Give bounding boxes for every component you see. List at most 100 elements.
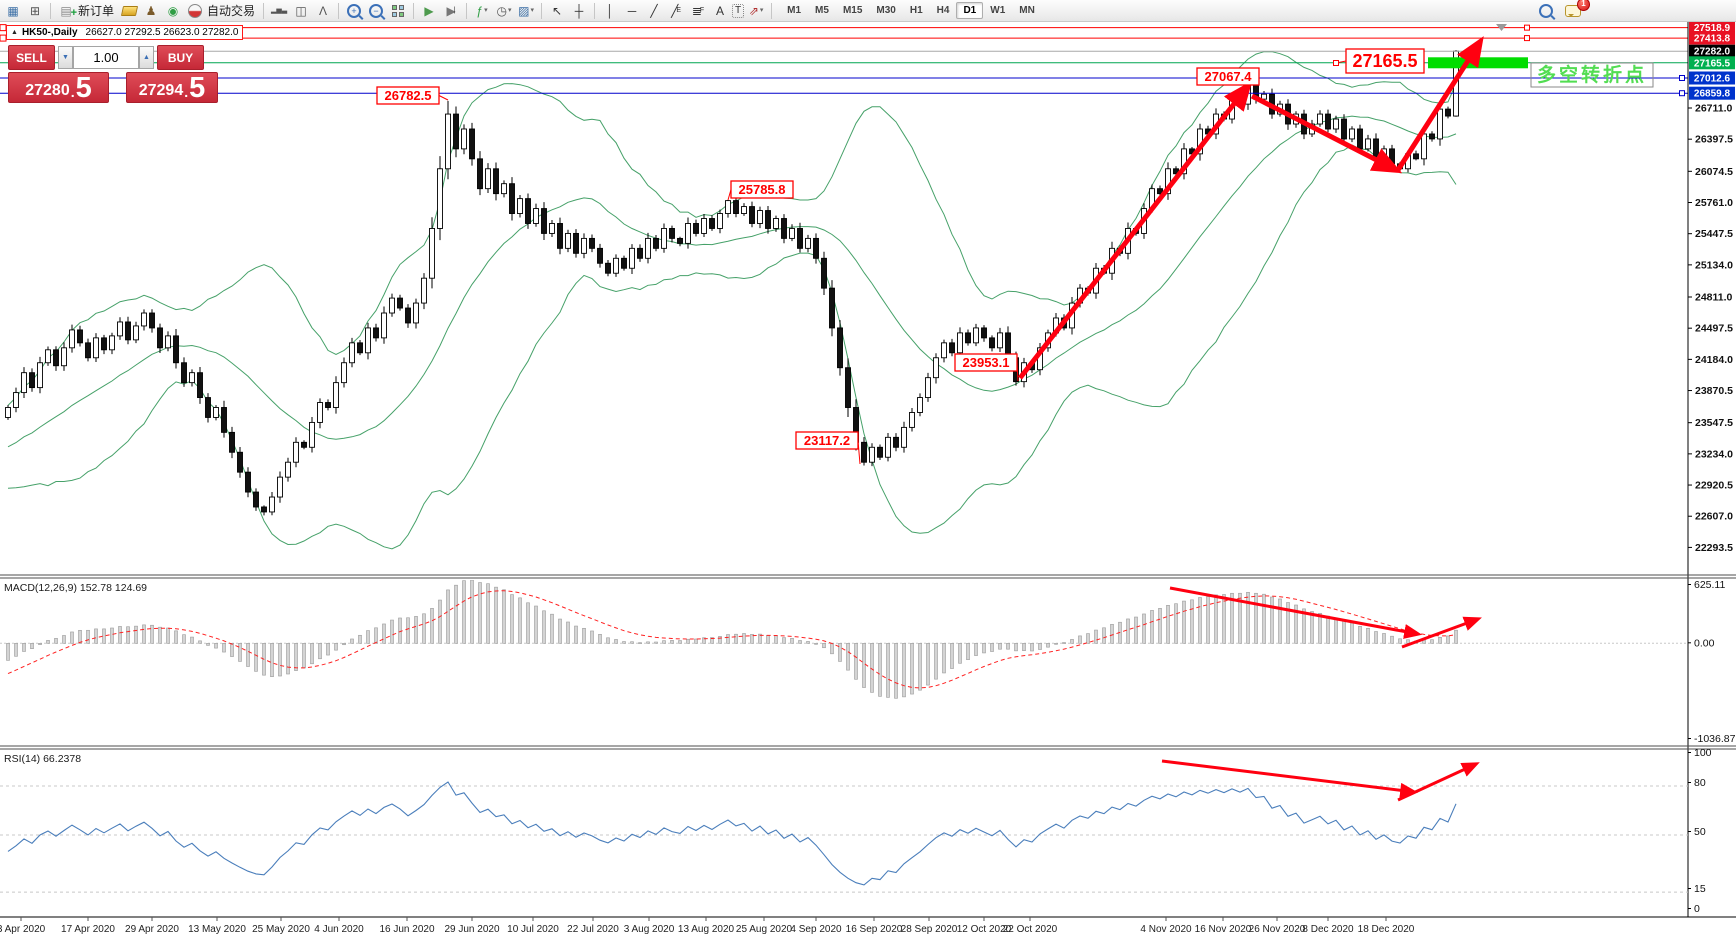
bollinger-bands — [7, 51, 1457, 550]
candlestick-chart-icon[interactable]: ◫ — [295, 3, 307, 18]
notification-badge: 1 — [1577, 0, 1590, 11]
collapse-panel-icon[interactable]: ▲ — [11, 29, 18, 36]
bar-chart-icon[interactable]: ▂▅▃ — [270, 6, 288, 14]
timeframe-button-mn[interactable]: MN — [1019, 5, 1035, 16]
price-annotation[interactable] — [954, 353, 1018, 372]
chevron-down-icon[interactable]: ▾ — [508, 6, 512, 14]
chart-shift-marker — [1496, 24, 1507, 31]
autotrade-ball-glyph — [188, 3, 203, 18]
svg-text:23117.2: 23117.2 — [804, 433, 850, 448]
trendline-icon[interactable]: ╱ — [650, 3, 658, 18]
auto-scroll-icon[interactable]: ▶ — [424, 3, 434, 18]
svg-text:28 Sep 2020: 28 Sep 2020 — [901, 924, 958, 935]
line-chart-icon[interactable]: Λ — [319, 3, 328, 18]
data-window-icon[interactable]: ⊞ — [29, 3, 41, 18]
timeframe-button-m1[interactable]: M1 — [787, 5, 802, 16]
fibonacci-icon[interactable]: ≣ F — [691, 3, 705, 18]
timeframe-button-d1[interactable]: D1 — [956, 2, 984, 19]
chevron-down-icon[interactable]: ▾ — [530, 6, 534, 14]
price-axis[interactable]: 26711.0 26397.5 26074.5 25761.0 25447.5 25134… — [1687, 22, 1733, 917]
rsi-trend-arrows[interactable] — [1161, 759, 1480, 802]
timeframe-button-m15[interactable]: M15 — [842, 5, 863, 16]
svg-text:MACD(12,26,9) 152.78 124.69: MACD(12,26,9) 152.78 124.69 — [4, 582, 147, 594]
price-annotation[interactable] — [1345, 48, 1425, 74]
new-order-button-label[interactable]: 新订单 — [78, 4, 115, 18]
trend-arrows[interactable] — [1018, 36, 1484, 380]
svg-text:23953.1: 23953.1 — [963, 355, 1010, 370]
svg-text:27282.0: 27282.0 — [1694, 47, 1731, 58]
horizontal-line-icon[interactable]: ─ — [627, 3, 637, 18]
turning-point-highlight[interactable] — [1428, 57, 1528, 69]
volume-decrease-button[interactable]: ▼ — [58, 46, 73, 69]
svg-text:16 Nov 2020: 16 Nov 2020 — [1195, 924, 1252, 935]
tile-windows-icon[interactable] — [388, 2, 408, 20]
ohlc-values: 26627.0 27292.5 26623.0 27282.0 — [85, 27, 239, 38]
zoom-in-icon[interactable]: + — [344, 2, 364, 20]
new-order-button[interactable]: ▤ — [56, 2, 77, 22]
macd-label: MACD(12,26,9) 152.78 124.69 — [4, 582, 147, 594]
chart-shift-icon[interactable]: ▶ | — [446, 3, 456, 18]
svg-text:25 May 2020: 25 May 2020 — [252, 924, 310, 935]
timeframe-button-m5[interactable]: M5 — [815, 5, 829, 16]
chart-title-bar[interactable]: ▲ HK50-,Daily 26627.0 27292.5 26623.0 27… — [6, 25, 244, 40]
text-icon[interactable]: A — [716, 3, 725, 18]
signals-icon[interactable]: ◉ — [167, 3, 179, 18]
sell-button[interactable]: SELL — [8, 45, 55, 70]
buy-price-big-digit: 5 — [189, 72, 206, 104]
volume-input[interactable]: 1.00 — [73, 46, 139, 69]
svg-text:4 Nov 2020: 4 Nov 2020 — [1140, 924, 1192, 935]
buy-price[interactable]: 27294 . 5 — [126, 72, 218, 103]
rsi-pane — [0, 781, 1688, 893]
channel-icon[interactable]: ╱ E — [671, 3, 681, 18]
market-watch-icon[interactable]: ▦ — [7, 3, 19, 18]
sell-price[interactable]: 27280 . 5 — [8, 72, 109, 103]
price-annotation[interactable] — [1196, 67, 1260, 86]
price-annotation[interactable] — [730, 180, 794, 199]
chevron-down-icon[interactable]: ▾ — [484, 6, 488, 14]
svg-text:25785.8: 25785.8 — [739, 182, 786, 197]
metaeditor-icon[interactable] — [119, 2, 139, 20]
macd-pane — [0, 580, 1688, 699]
svg-text:50: 50 — [1694, 826, 1706, 838]
vertical-line-icon[interactable]: │ — [606, 3, 614, 18]
crosshair-icon[interactable]: ┼ — [574, 3, 584, 18]
price-annotation[interactable] — [795, 431, 859, 450]
buy-button[interactable]: BUY — [157, 45, 204, 70]
zoom-out-icon[interactable]: − — [366, 2, 386, 20]
svg-text:22293.5: 22293.5 — [1695, 542, 1733, 554]
autotrading-icon-label[interactable]: 自动交易 — [207, 4, 256, 18]
cursor-icon[interactable]: ↖ — [552, 3, 563, 18]
price-annotations[interactable]: 26782.5 27067.4 25785.8 23953.1 23117.2 27165… — [376, 48, 1425, 465]
timeframe-button-w1[interactable]: W1 — [990, 5, 1006, 16]
macd-trend-arrows[interactable] — [1169, 586, 1482, 649]
svg-text:3 Aug 2020: 3 Aug 2020 — [624, 924, 675, 935]
svg-text:3 Apr 2020: 3 Apr 2020 — [0, 924, 46, 935]
date-axis[interactable]: 3 Apr 2020 17 Apr 2020 29 Apr 2020 13 May 2… — [0, 917, 1415, 935]
periods-icon[interactable]: ◷ ▾ — [496, 3, 512, 18]
timeframe-button-h1[interactable]: H1 — [909, 5, 923, 16]
svg-text:18 Dec 2020: 18 Dec 2020 — [1358, 924, 1415, 935]
templates-icon[interactable]: ▨ ▾ — [518, 3, 534, 18]
arrows-icon[interactable]: ⇗ ▾ — [748, 3, 764, 18]
rsi-label: RSI(14) 66.2378 — [4, 753, 81, 765]
price-annotation[interactable] — [376, 86, 440, 105]
svg-text:22607.0: 22607.0 — [1695, 511, 1733, 523]
timeframe-button-m30[interactable]: M30 — [876, 5, 896, 16]
autotrading-icon[interactable] — [185, 2, 205, 20]
candlesticks — [5, 50, 1459, 516]
timeframe-button-h4[interactable]: H4 — [936, 5, 950, 16]
volume-increase-button[interactable]: ▲ — [139, 46, 154, 69]
window-separators[interactable] — [0, 574, 1736, 918]
svg-text:15: 15 — [1694, 883, 1706, 895]
label-icon[interactable]: T — [732, 3, 745, 18]
svg-text:24184.0: 24184.0 — [1695, 354, 1733, 366]
svg-text:4 Jun 2020: 4 Jun 2020 — [314, 924, 364, 935]
turning-point-label[interactable]: 多空转折点 — [1530, 62, 1654, 88]
svg-text:24811.0: 24811.0 — [1695, 291, 1733, 303]
expert-advisors-icon[interactable]: ♟ — [145, 3, 157, 18]
notifications-icon[interactable]: 1 — [1563, 0, 1590, 20]
indicators-icon[interactable]: ƒ ▾ — [476, 3, 488, 18]
chevron-down-icon[interactable]: ▾ — [759, 6, 764, 14]
search-icon[interactable] — [1536, 2, 1556, 20]
